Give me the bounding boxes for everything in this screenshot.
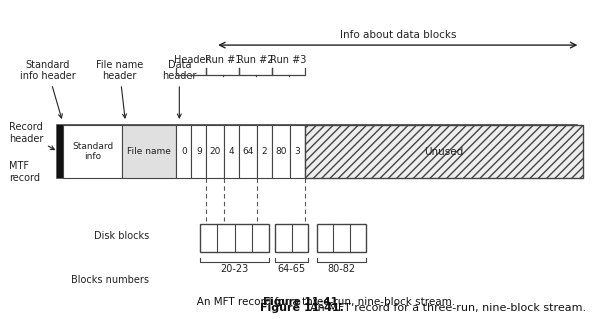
Text: File name
header: File name header (96, 60, 143, 118)
Bar (57, 125, 577, 178)
Bar (176, 125, 191, 178)
Text: Standard
info: Standard info (72, 142, 113, 161)
Text: 2: 2 (262, 147, 268, 156)
Bar (201, 224, 269, 252)
Text: Header: Header (173, 56, 209, 65)
Text: Blocks numbers: Blocks numbers (71, 275, 149, 285)
Text: Data
header: Data header (162, 60, 196, 118)
Bar (57, 125, 64, 178)
Text: Figure 11-41.: Figure 11-41. (263, 297, 341, 307)
Bar (317, 224, 366, 252)
Bar (272, 125, 290, 178)
Text: Standard
info header: Standard info header (20, 60, 76, 118)
Bar (191, 125, 206, 178)
Text: 80-82: 80-82 (327, 264, 356, 274)
Text: Run #2: Run #2 (237, 56, 274, 65)
Text: File name: File name (127, 147, 172, 156)
Text: 4: 4 (229, 147, 234, 156)
Text: Record
header: Record header (9, 122, 54, 150)
Bar (305, 125, 583, 178)
Text: 80: 80 (275, 147, 287, 156)
Text: MTF
record: MTF record (9, 161, 40, 183)
Text: Unused: Unused (425, 147, 464, 157)
Text: 64-65: 64-65 (277, 264, 306, 274)
Bar (290, 125, 305, 178)
Text: 9: 9 (196, 147, 202, 156)
Text: Info about data blocks: Info about data blocks (339, 30, 456, 41)
Text: An MFT record for a three-run, nine-block stream.: An MFT record for a three-run, nine-bloc… (149, 297, 455, 307)
Text: 20-23: 20-23 (220, 264, 249, 274)
Text: Run #3: Run #3 (271, 56, 307, 65)
Bar (206, 125, 224, 178)
Bar (275, 224, 308, 252)
Text: Figure 11-41.: Figure 11-41. (260, 303, 344, 313)
Text: An MFT record for a three-run, nine-block stream.: An MFT record for a three-run, nine-bloc… (303, 303, 586, 313)
Text: Run #1: Run #1 (205, 56, 241, 65)
Text: 3: 3 (295, 147, 300, 156)
Bar (257, 125, 272, 178)
Text: 20: 20 (210, 147, 221, 156)
Text: 64: 64 (242, 147, 254, 156)
Bar (63, 125, 123, 178)
Text: 0: 0 (181, 147, 187, 156)
Text: Disk blocks: Disk blocks (94, 231, 149, 241)
Bar (239, 125, 257, 178)
Bar (123, 125, 176, 178)
Bar (224, 125, 239, 178)
